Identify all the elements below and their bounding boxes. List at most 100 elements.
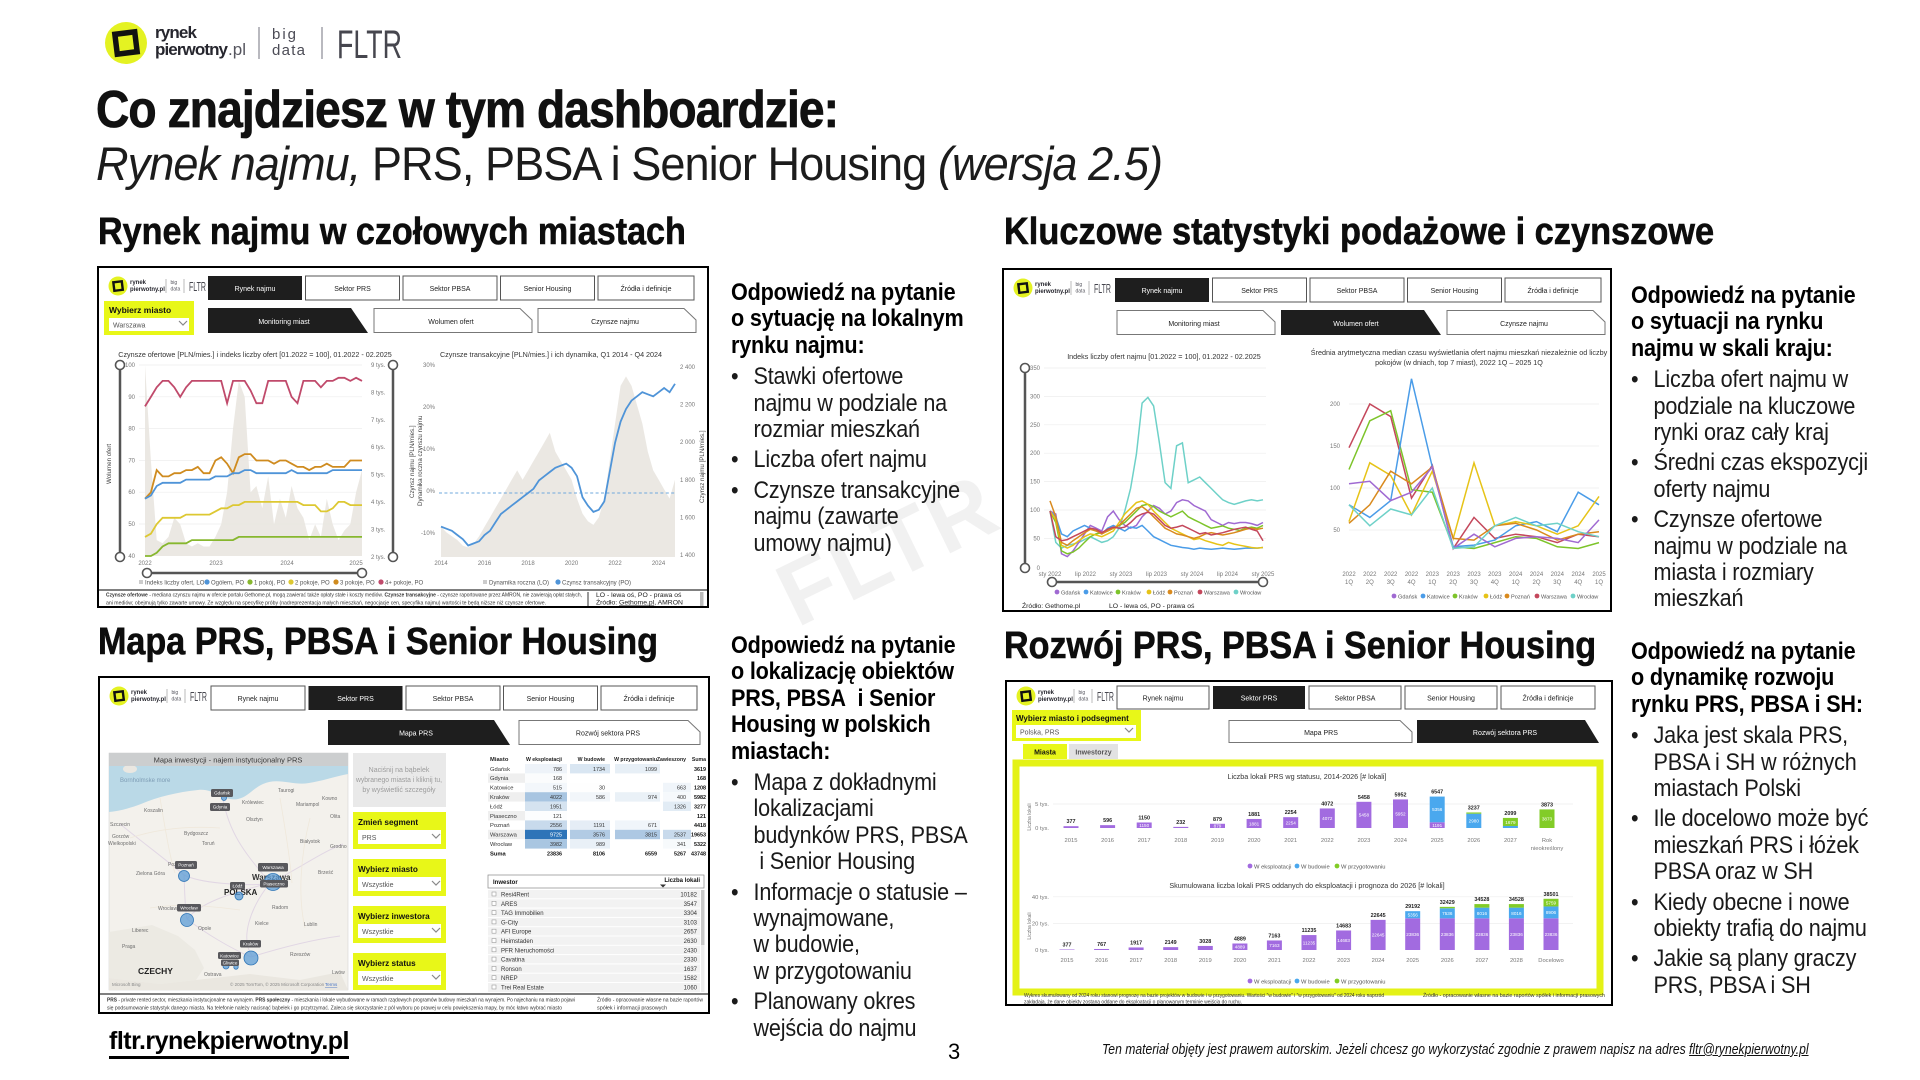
- svg-text:2024: 2024: [1509, 572, 1523, 578]
- svg-text:2028: 2028: [1510, 958, 1523, 964]
- svg-text:515: 515: [553, 786, 562, 792]
- svg-text:50: 50: [128, 522, 135, 528]
- svg-text:Łódź: Łódź: [490, 804, 503, 810]
- svg-text:Gdańsk: Gdańsk: [490, 767, 510, 773]
- svg-text:Suma: Suma: [490, 851, 507, 857]
- svg-text:2025: 2025: [349, 561, 363, 567]
- svg-text:2022: 2022: [1303, 958, 1316, 964]
- svg-text:3815: 3815: [645, 833, 657, 839]
- svg-text:150: 150: [1330, 444, 1341, 450]
- svg-text:Sektor PBSA: Sektor PBSA: [1335, 696, 1376, 703]
- svg-text:2018: 2018: [1164, 958, 1177, 964]
- svg-text:spółek i informacji prasowych: spółek i informacji prasowych: [597, 1006, 667, 1012]
- svg-text:1 600: 1 600: [680, 515, 696, 521]
- svg-text:Czynsze ofertowe - mediana czy: Czynsze ofertowe - mediana czynszu najmu…: [106, 593, 582, 599]
- svg-text:40: 40: [128, 554, 135, 560]
- svg-text:2023: 2023: [1467, 572, 1481, 578]
- svg-text:rynek: rynek: [1035, 282, 1052, 288]
- svg-text:Miasta: Miasta: [1034, 750, 1056, 757]
- svg-text:2022: 2022: [1405, 572, 1419, 578]
- svg-text:377: 377: [1067, 819, 1076, 825]
- svg-text:2015: 2015: [1061, 958, 1074, 964]
- svg-text:FLTR: FLTR: [189, 279, 206, 294]
- svg-text:Łódź: Łódź: [1153, 591, 1165, 597]
- svg-text:W eksploatacji: W eksploatacji: [526, 757, 563, 763]
- svg-text:Wszystkie: Wszystkie: [362, 929, 394, 936]
- svg-text:2024: 2024: [280, 561, 294, 567]
- svg-text:1951: 1951: [550, 804, 562, 810]
- svg-text:1Q: 1Q: [1512, 580, 1520, 586]
- svg-text:4 tys.: 4 tys.: [371, 500, 386, 506]
- svg-text:Liczba lokali PRS wg statusu,: Liczba lokali PRS wg statusu, 2014-2026 …: [1227, 772, 1386, 781]
- svg-text:Toruń: Toruń: [202, 841, 215, 847]
- svg-text:29192: 29192: [1405, 904, 1420, 910]
- svg-text:Liczba lokali: Liczba lokali: [1027, 803, 1033, 830]
- svg-text:1 800: 1 800: [680, 478, 696, 484]
- svg-text:wybranego miasta i kliknij tu,: wybranego miasta i kliknij tu,: [355, 777, 442, 784]
- svg-text:7 tys.: 7 tys.: [371, 418, 386, 424]
- svg-text:5322: 5322: [694, 842, 706, 848]
- svg-text:879: 879: [1214, 824, 1222, 829]
- svg-text:7163: 7163: [1269, 943, 1280, 948]
- svg-text:pokojów (w dniach, top 7 miast: pokojów (w dniach, top 7 miast), 2022 1Q…: [1375, 358, 1543, 367]
- svg-text:22645: 22645: [1372, 933, 1385, 938]
- svg-text:50: 50: [1333, 528, 1340, 534]
- svg-text:5952: 5952: [1395, 792, 1407, 798]
- svg-text:Czynsze ofertowe [PLN/mies.] i: Czynsze ofertowe [PLN/mies.] i indeks li…: [118, 350, 391, 359]
- svg-text:Łódź: Łódź: [233, 884, 244, 889]
- svg-text:Wrocław: Wrocław: [1577, 595, 1599, 601]
- svg-text:3547: 3547: [684, 902, 698, 908]
- svg-text:4022: 4022: [550, 795, 562, 801]
- svg-text:TAG Immobilien: TAG Immobilien: [501, 911, 544, 917]
- svg-text:1 400: 1 400: [680, 553, 696, 559]
- svg-text:.pl: .pl: [228, 40, 246, 59]
- svg-text:5356: 5356: [1408, 913, 1419, 918]
- svg-text:Warszawa: Warszawa: [262, 865, 284, 870]
- svg-text:Wolumen ofert: Wolumen ofert: [1333, 321, 1378, 328]
- svg-text:FLTR: FLTR: [1094, 281, 1111, 296]
- svg-text:1637: 1637: [684, 967, 698, 973]
- svg-text:2017: 2017: [1138, 838, 1151, 844]
- svg-text:38501: 38501: [1544, 892, 1559, 898]
- svg-text:zakładają, że dane obiekty zos: zakładają, że dane obiekty zostaną oddan…: [1024, 1000, 1242, 1005]
- svg-text:2022: 2022: [1363, 572, 1377, 578]
- svg-text:2024: 2024: [652, 561, 666, 567]
- svg-text:1099: 1099: [645, 767, 657, 773]
- svg-text:2023: 2023: [1447, 572, 1461, 578]
- svg-text:2Q: 2Q: [1532, 580, 1540, 586]
- svg-text:5 tys.: 5 tys.: [371, 473, 386, 479]
- svg-text:LO - lewa oś, PO - prawa oś: LO - lewa oś, PO - prawa oś: [596, 592, 682, 599]
- svg-text:Gdynia: Gdynia: [490, 776, 509, 782]
- svg-text:9 tys.: 9 tys.: [371, 363, 386, 369]
- svg-text:5458: 5458: [1358, 795, 1370, 801]
- svg-text:rynek: rynek: [130, 280, 147, 286]
- svg-text:Wybierz miasto: Wybierz miasto: [109, 305, 171, 315]
- svg-text:23836: 23836: [1476, 932, 1489, 937]
- svg-text:Gdańsk: Gdańsk: [1398, 595, 1417, 601]
- svg-text:Rok: Rok: [1542, 838, 1552, 844]
- svg-text:Czynsz transakcyjny (PO): Czynsz transakcyjny (PO): [562, 581, 631, 587]
- svg-text:23836: 23836: [1545, 932, 1558, 937]
- svg-text:2254: 2254: [1285, 810, 1297, 816]
- svg-text:Poznań: Poznań: [490, 823, 510, 829]
- svg-text:1881: 1881: [1248, 812, 1260, 818]
- svg-text:Kielce: Kielce: [255, 921, 269, 927]
- svg-text:2Q: 2Q: [1449, 580, 1457, 586]
- svg-text:200: 200: [1330, 402, 1341, 408]
- svg-text:Naciśnij na bąbelek: Naciśnij na bąbelek: [369, 767, 430, 774]
- svg-text:232: 232: [1176, 820, 1185, 826]
- svg-text:2016: 2016: [1095, 958, 1108, 964]
- svg-text:Miasto: Miasto: [490, 757, 509, 763]
- svg-text:Sektor PRS: Sektor PRS: [337, 696, 374, 703]
- svg-text:Liczba lokali: Liczba lokali: [664, 878, 700, 884]
- svg-text:100: 100: [125, 363, 136, 369]
- svg-text:4+ pokoje, PO: 4+ pokoje, PO: [385, 581, 424, 587]
- svg-text:PRS - private rented sector, m: PRS - private rented sector, mieszkania …: [107, 998, 575, 1004]
- svg-text:data: data: [172, 697, 182, 703]
- svg-text:350: 350: [1030, 366, 1041, 372]
- svg-text:2023: 2023: [1337, 958, 1350, 964]
- svg-text:2018: 2018: [1174, 838, 1187, 844]
- svg-text:Średnia arytmetyczna median cz: Średnia arytmetyczna median czasu wyświe…: [1311, 348, 1608, 357]
- svg-text:1208: 1208: [694, 786, 706, 792]
- svg-text:100: 100: [1330, 486, 1341, 492]
